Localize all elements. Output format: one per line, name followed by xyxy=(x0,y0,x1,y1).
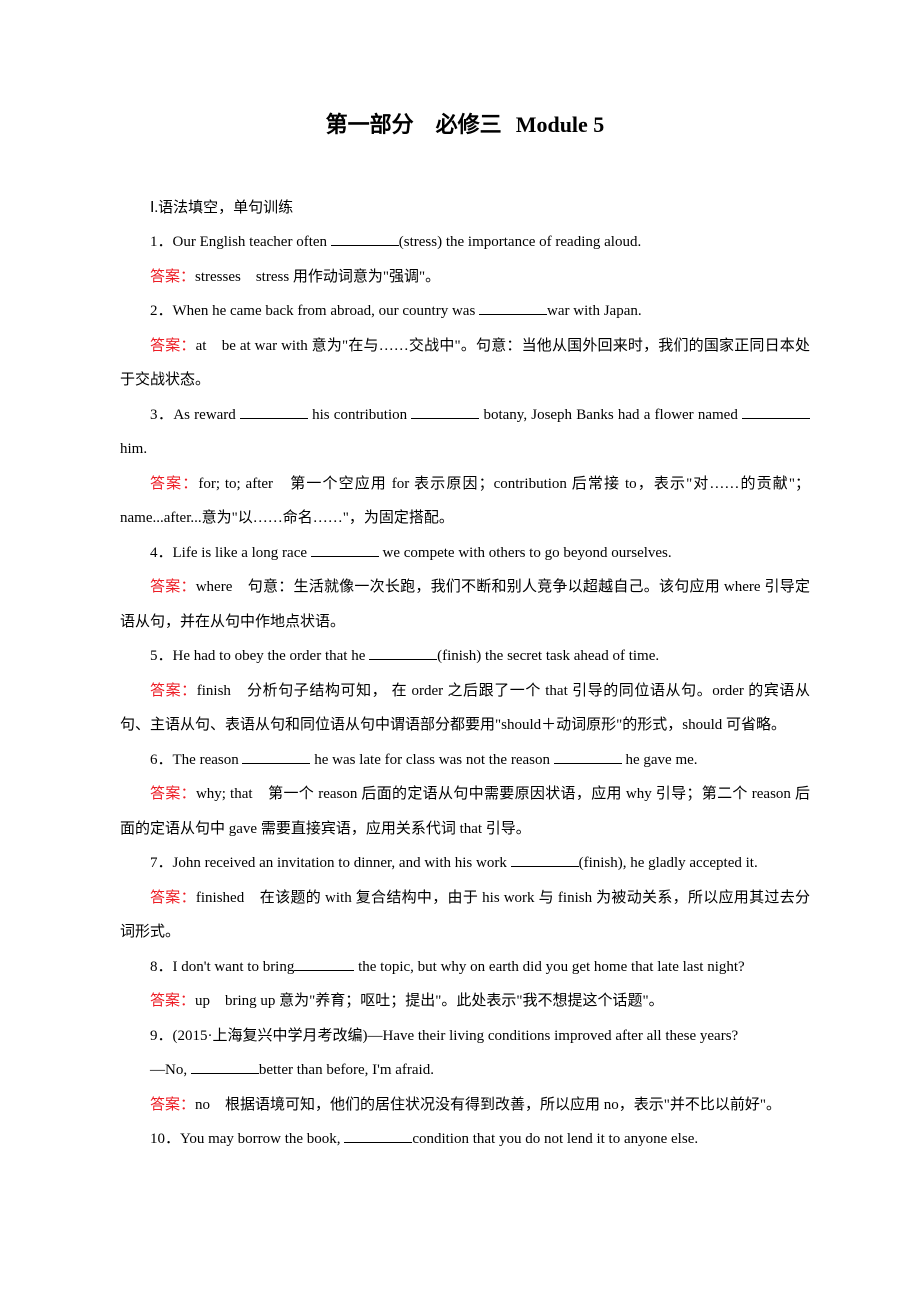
question-10: 10．You may borrow the book, condition th… xyxy=(120,1122,810,1157)
blank xyxy=(554,748,622,764)
document-page: 第一部分 必修三 Module 5 Ⅰ.语法填空，单句训练 1．Our Engli… xyxy=(0,0,920,1217)
answer-label: 答案： xyxy=(150,683,197,699)
answer-6: 答案：why; that 第一个 reason 后面的定语从句中需要原因状语，应… xyxy=(120,777,810,846)
blank xyxy=(742,403,810,419)
answer-label: 答案： xyxy=(150,786,196,802)
blank xyxy=(369,644,437,660)
blank xyxy=(331,230,399,246)
title-module: Module 5 xyxy=(516,112,605,137)
question-8: 8．I don't want to bring the topic, but w… xyxy=(120,950,810,985)
answer-label: 答案： xyxy=(150,579,196,595)
blank xyxy=(242,748,310,764)
section-heading: Ⅰ.语法填空，单句训练 xyxy=(120,191,810,226)
blank xyxy=(294,955,354,971)
answer-label: 答案： xyxy=(150,1097,195,1113)
answer-8: 答案：up bring up 意为"养育；呕吐；提出"。此处表示"我不想提这个话… xyxy=(120,984,810,1019)
blank xyxy=(479,299,547,315)
blank xyxy=(191,1058,259,1074)
answer-1: 答案：stresses stress 用作动词意为"强调"。 xyxy=(120,260,810,295)
page-title: 第一部分 必修三 Module 5 xyxy=(120,100,810,151)
answer-2: 答案：at be at war with 意为"在与……交战中"。句意：当他从国… xyxy=(120,329,810,398)
blank xyxy=(511,851,579,867)
question-4: 4．Life is like a long race we compete wi… xyxy=(120,536,810,571)
question-9-line2: —No, better than before, I'm afraid. xyxy=(120,1053,810,1088)
answer-7: 答案：finished 在该题的 with 复合结构中，由于 his work … xyxy=(120,881,810,950)
blank xyxy=(311,541,379,557)
question-2: 2．When he came back from abroad, our cou… xyxy=(120,294,810,329)
question-1: 1．Our English teacher often (stress) the… xyxy=(120,225,810,260)
answer-label: 答案： xyxy=(150,993,195,1009)
title-part: 第一部分 必修三 xyxy=(326,112,502,137)
blank xyxy=(240,403,308,419)
blank xyxy=(411,403,479,419)
question-5: 5．He had to obey the order that he (fini… xyxy=(120,639,810,674)
answer-label: 答案： xyxy=(150,269,195,285)
answer-3: 答案：for; to; after 第一个空应用 for 表示原因；contri… xyxy=(120,467,810,536)
answer-label: 答案： xyxy=(150,476,198,492)
question-7: 7．John received an invitation to dinner,… xyxy=(120,846,810,881)
blank xyxy=(344,1127,412,1143)
answer-9: 答案：no 根据语境可知，他们的居住状况没有得到改善，所以应用 no，表示"并不… xyxy=(120,1088,810,1123)
answer-label: 答案： xyxy=(150,338,196,354)
question-9: 9．(2015·上海复兴中学月考改编)—Have their living co… xyxy=(120,1019,810,1054)
question-3: 3．As reward his contribution botany, Jos… xyxy=(120,398,810,467)
question-6: 6．The reason he was late for class was n… xyxy=(120,743,810,778)
answer-4: 答案：where 句意：生活就像一次长跑，我们不断和别人竞争以超越自己。该句应用… xyxy=(120,570,810,639)
answer-label: 答案： xyxy=(150,890,196,906)
answer-5: 答案：finish 分析句子结构可知， 在 order 之后跟了一个 that … xyxy=(120,674,810,743)
